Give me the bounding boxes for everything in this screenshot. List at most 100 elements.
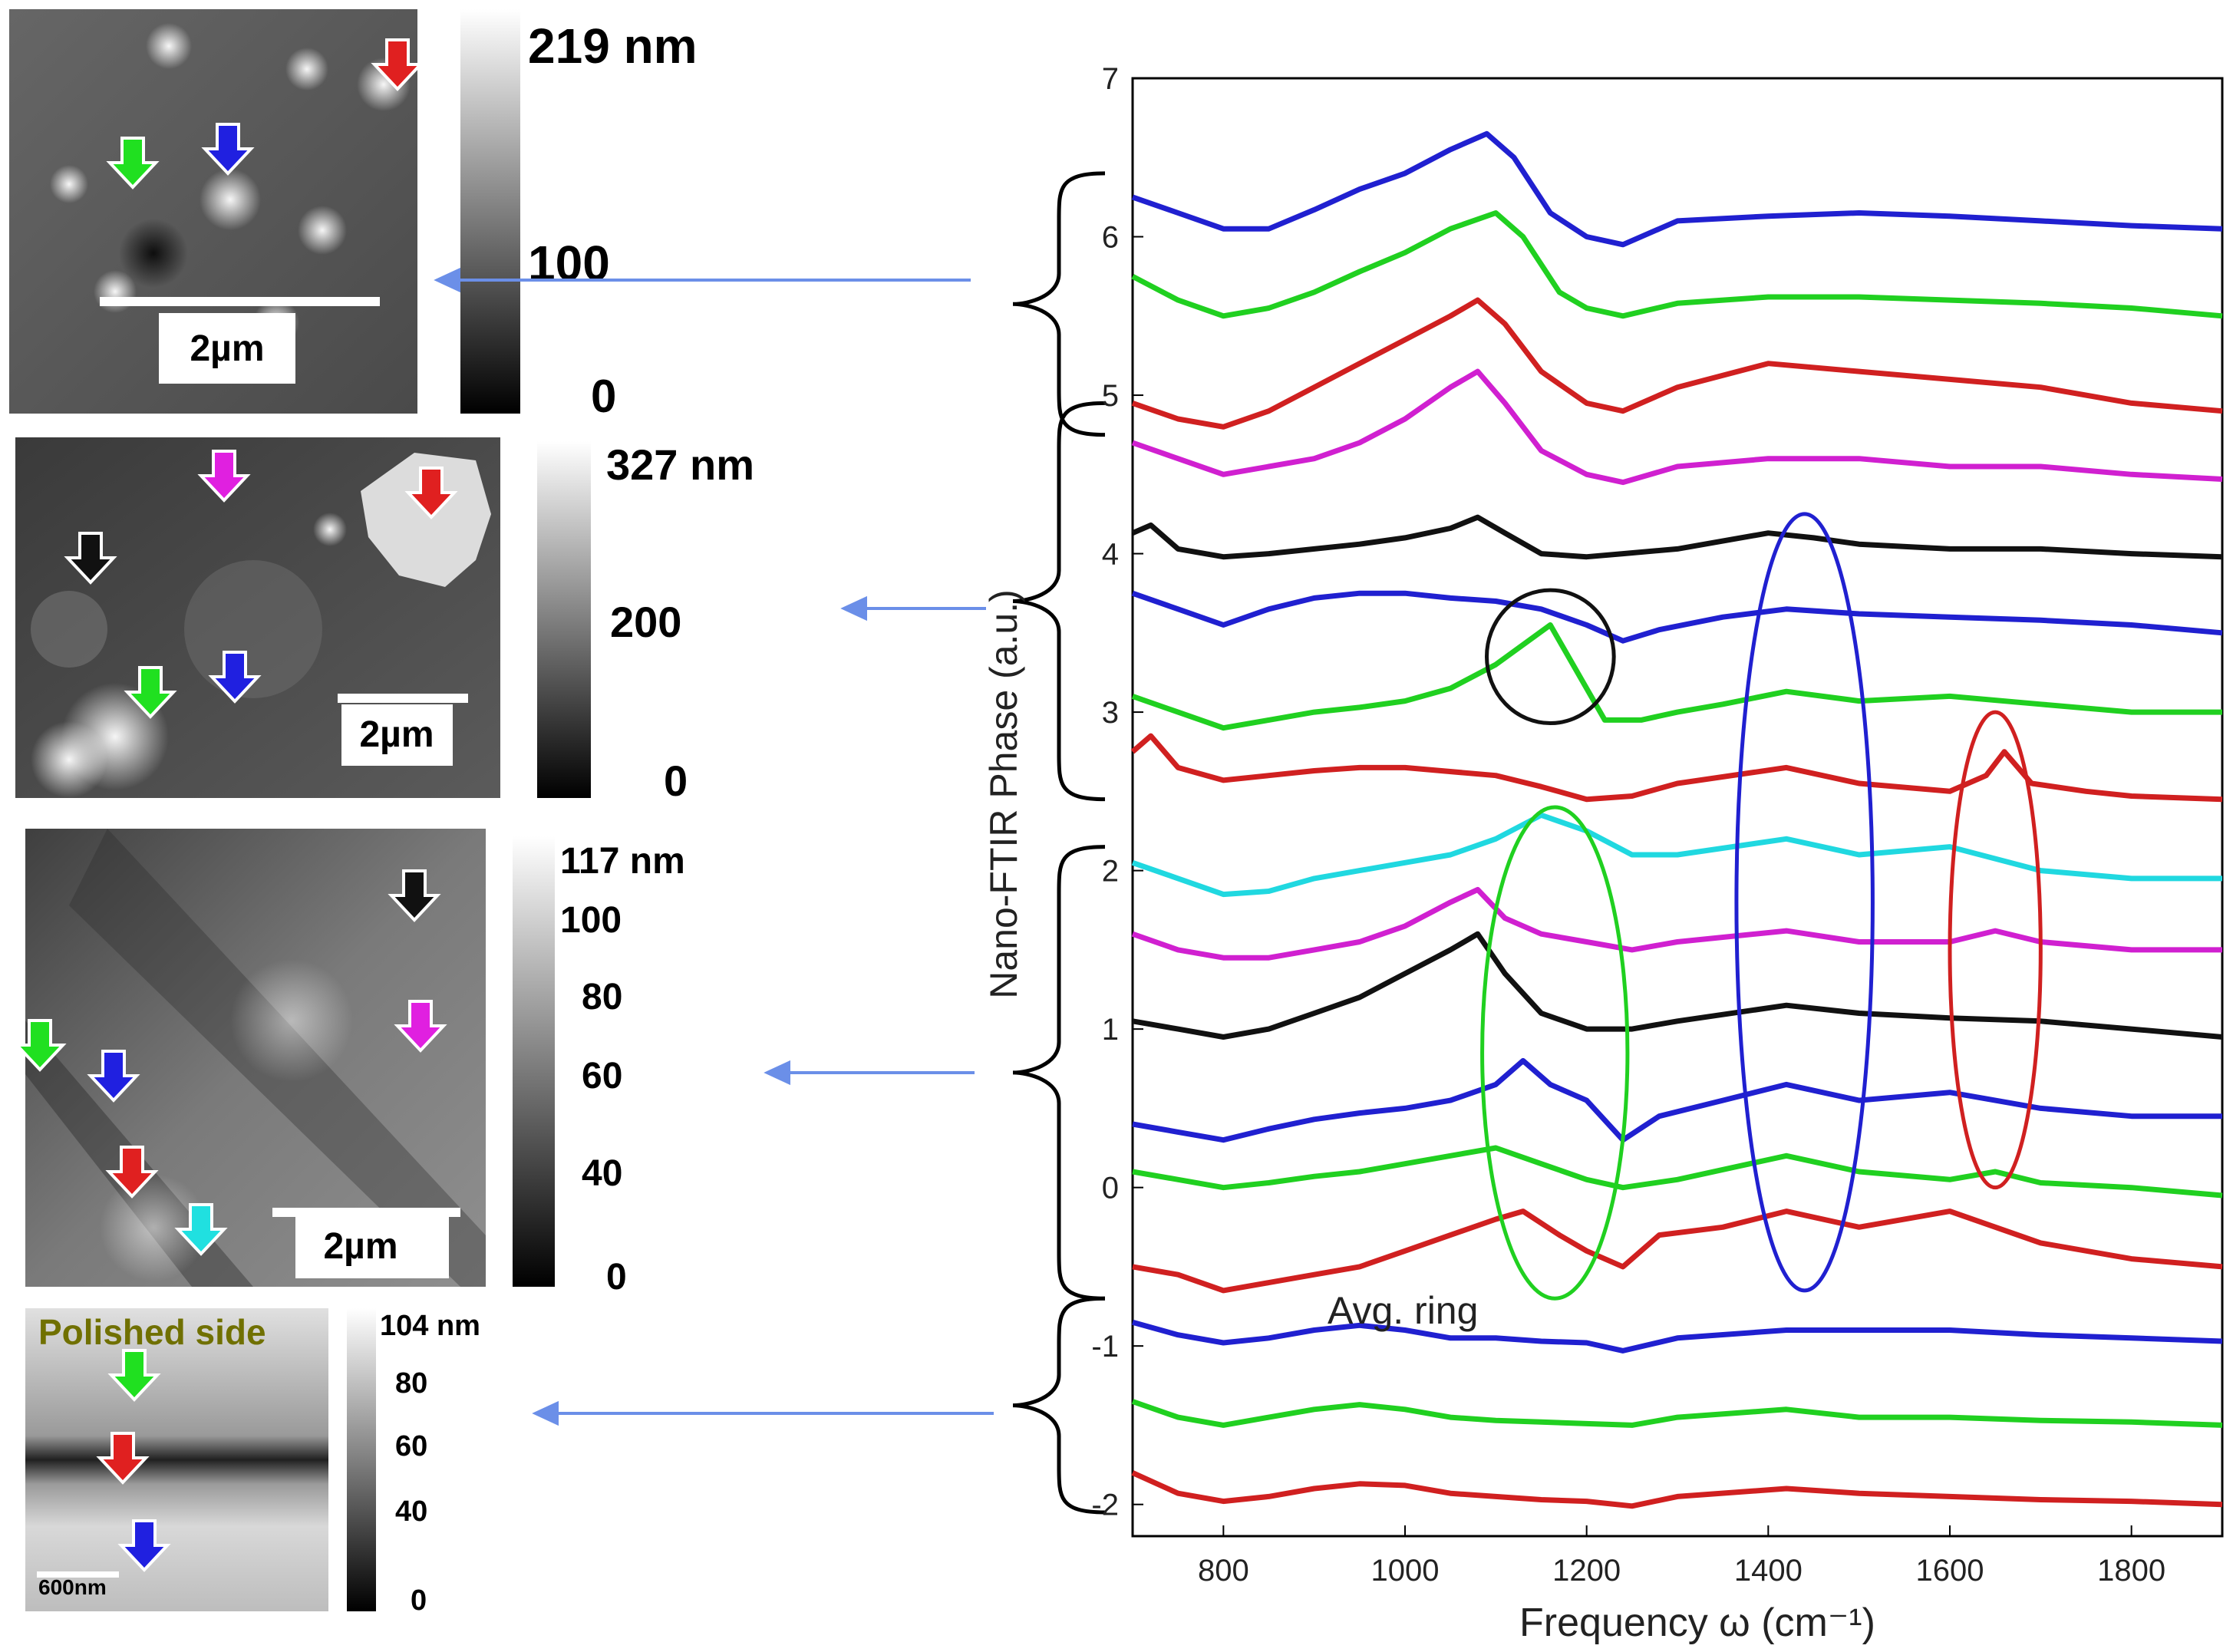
- arrow-red-shape: [105, 1146, 159, 1199]
- brace-group-p2: [1012, 401, 1106, 802]
- x-tick-label: 1400: [1734, 1554, 1803, 1588]
- series-p3-blue: [1132, 1057, 2222, 1143]
- series-p3-black: [1132, 931, 2223, 1040]
- colorbar-tick-3-80: 80: [582, 977, 622, 1017]
- arrow-green-shape: [13, 1019, 67, 1072]
- y-tick-label: 5: [1102, 379, 1119, 413]
- arrow-blue: [117, 1519, 171, 1572]
- series-p2-blue: [1131, 590, 2223, 644]
- colorbar-tick-4-40: 40: [395, 1495, 427, 1528]
- x-tick-label: 800: [1198, 1554, 1249, 1588]
- arrow-red: [105, 1146, 159, 1199]
- series-p4-blue: [1132, 1319, 2223, 1354]
- arrows-3: [13, 869, 447, 1256]
- colorbar-tick-3-100: 100: [560, 900, 622, 941]
- arrow-magenta: [197, 450, 251, 503]
- arrows-2: [64, 450, 458, 719]
- colorbar-tick-1-100: 100: [528, 236, 610, 291]
- arrows-1: [106, 38, 424, 190]
- arrow-blue: [201, 123, 255, 176]
- colorbar-tick-4-60: 60: [395, 1430, 427, 1462]
- series-p1-blue: [1131, 130, 2223, 248]
- series-p2-red: [1130, 733, 2223, 803]
- arrow-red-shape: [96, 1432, 150, 1485]
- y-axis: -2 -1 0 1 2 3 4 5 6 7: [1091, 62, 1143, 1522]
- series-p3-magenta: [1131, 886, 2222, 961]
- plot-frame: [1131, 77, 2224, 1538]
- arrow-blue-shape: [201, 123, 255, 176]
- arrow-red-shape: [404, 467, 458, 519]
- group-braces: [1012, 171, 1106, 1515]
- afm-panel-3: 2µm 117 nm 100 80 60 40 0: [13, 829, 685, 1298]
- colorbar-max-3: 117 nm: [560, 841, 685, 882]
- arrow-green: [124, 666, 177, 719]
- series-p3-red: [1132, 1208, 2223, 1294]
- colorbar-4: [347, 1308, 376, 1611]
- brace-group-p1: [1012, 171, 1106, 437]
- colorbar-2: [537, 441, 591, 798]
- y-tick-label: 7: [1102, 62, 1119, 96]
- colorbar-tick-1-0: 0: [591, 371, 616, 422]
- y-tick-label: 3: [1102, 696, 1119, 730]
- colorbar-tick-4-80: 80: [395, 1367, 427, 1400]
- arrow-blue-shape: [208, 651, 262, 704]
- arrow-magenta-shape: [197, 450, 251, 503]
- y-tick-label: 4: [1102, 538, 1119, 572]
- series-p1-green: [1131, 210, 2223, 319]
- arrow-green: [106, 137, 160, 190]
- series-p3-green: [1132, 1145, 2223, 1199]
- arrow-blue-shape: [87, 1050, 140, 1103]
- y-tick-label: 1: [1102, 1013, 1119, 1047]
- brace-group-p3: [1012, 845, 1106, 1301]
- arrow-green: [107, 1349, 161, 1402]
- afm-panel-1: 2µm 219 nm 100 0: [9, 9, 698, 422]
- black-ellipse: [1485, 588, 1616, 726]
- afm-image-4: [25, 1308, 328, 1611]
- arrow-blue: [208, 651, 262, 704]
- scale-bar-label-3: 2µm: [323, 1226, 397, 1267]
- arrow-green-shape: [106, 137, 160, 190]
- scale-bar-label-4: 600nm: [38, 1575, 107, 1599]
- series-p4-red: [1131, 1470, 2223, 1509]
- red-ellipse: [1948, 710, 2043, 1190]
- series-lines: [1130, 130, 2223, 1509]
- y-tick-label: 6: [1102, 221, 1119, 255]
- scale-bar-label-2: 2µm: [359, 714, 434, 755]
- x-axis-label: Frequency ω (cm⁻¹): [1519, 1601, 1875, 1645]
- colorbar-tick-3-0: 0: [606, 1257, 627, 1298]
- series-p2-black: [1131, 514, 2223, 560]
- arrow-black: [64, 532, 117, 585]
- highlight-ellipses: [1480, 512, 2043, 1301]
- arrow-black: [388, 869, 441, 922]
- y-tick-label: -1: [1091, 1330, 1119, 1363]
- brace-group-p4: [1012, 1296, 1106, 1515]
- y-tick-label: 2: [1102, 855, 1119, 889]
- arrow-red: [371, 38, 424, 91]
- colorbar-max-4: 104 nm: [380, 1310, 480, 1342]
- arrow-green: [13, 1019, 67, 1072]
- arrow-black-shape: [388, 869, 441, 922]
- arrow-magenta-shape: [394, 1000, 447, 1053]
- scale-bar-label-1: 2µm: [190, 328, 264, 369]
- arrow-green-shape: [107, 1349, 161, 1402]
- arrow-green-shape: [124, 666, 177, 719]
- panel-title-4: Polished side: [38, 1312, 266, 1352]
- afm-panel-4: Polished side 600nm 104 nm 80 60 40 0: [25, 1308, 480, 1617]
- series-p3-cyan: [1131, 812, 2222, 898]
- y-axis-label: Nano-FTIR Phase (a.u.): [982, 589, 1025, 999]
- colorbar-tick-3-40: 40: [582, 1153, 622, 1194]
- arrow-magenta: [394, 1000, 447, 1053]
- colorbar-max-1: 219 nm: [528, 18, 698, 74]
- connector-arrows: [434, 267, 994, 1426]
- series-p2-green: [1131, 622, 2222, 731]
- series-p4-green: [1131, 1399, 2223, 1428]
- arrow-red-shape: [371, 38, 424, 91]
- green-ellipse: [1480, 805, 1630, 1301]
- y-tick-label: -2: [1091, 1489, 1119, 1522]
- arrows-4: [96, 1349, 171, 1572]
- colorbar-max-2: 327 nm: [606, 440, 754, 489]
- arrow-blue-shape: [117, 1519, 171, 1572]
- arrow-cyan: [174, 1203, 228, 1256]
- x-tick-label: 1000: [1371, 1554, 1440, 1588]
